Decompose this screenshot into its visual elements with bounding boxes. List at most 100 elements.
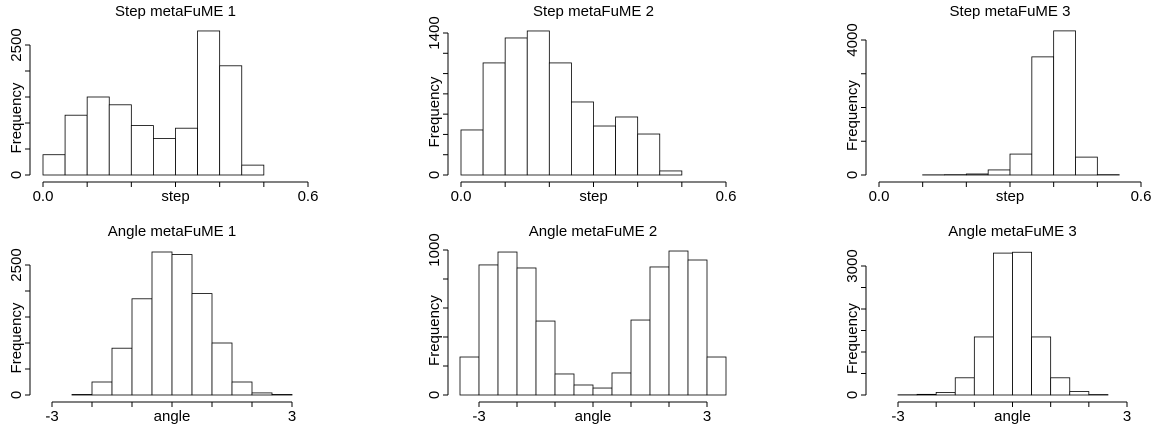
- histogram-bar: [973, 336, 994, 396]
- chart-title: Step metaFuME 3: [950, 3, 1071, 20]
- x-tick-label: 3: [288, 408, 296, 425]
- histogram-bar: [1009, 153, 1033, 176]
- histogram-bar: [548, 62, 572, 176]
- histogram-bar: [460, 129, 484, 176]
- y-axis-label: Frequency: [426, 76, 443, 147]
- histogram-bar: [271, 394, 293, 396]
- histogram-bar: [151, 251, 173, 396]
- x-axis-label: angle: [994, 408, 1031, 425]
- x-tick-label: -3: [45, 408, 58, 425]
- x-tick-label: 0.6: [1131, 188, 1152, 205]
- histogram-bar: [987, 169, 1011, 176]
- histogram-bar: [497, 251, 518, 396]
- histogram-bar: [64, 114, 88, 176]
- histogram-bar: [1069, 391, 1090, 396]
- x-axis-label: step: [579, 188, 607, 205]
- histogram-bar: [516, 267, 537, 396]
- y-tick-label: 3000: [844, 249, 861, 282]
- histogram-bar: [1031, 336, 1052, 396]
- histogram-bar: [504, 37, 528, 176]
- histogram-bar: [482, 62, 506, 176]
- x-axis-label: step: [996, 188, 1024, 205]
- chart-title: Step metaFuME 2: [533, 3, 654, 20]
- histogram-bar: [219, 65, 243, 176]
- histogram-bar: [459, 356, 480, 396]
- histogram-bar: [71, 394, 93, 396]
- y-axis-label: Frequency: [844, 80, 861, 151]
- histogram-bar: [954, 377, 975, 396]
- histogram-bar: [687, 259, 708, 396]
- y-axis-label: Frequency: [844, 303, 861, 374]
- y-tick-label: 0: [844, 391, 861, 399]
- histogram-bar: [1075, 156, 1098, 176]
- histogram-bar: [478, 264, 499, 396]
- histogram-bar: [231, 381, 253, 396]
- histogram-bar: [993, 252, 1013, 396]
- histogram-bar: [130, 125, 154, 176]
- histogram-bar: [211, 342, 233, 396]
- histogram-bar: [175, 127, 198, 176]
- y-tick-label: 4000: [844, 23, 861, 56]
- x-tick-label: 0.6: [716, 188, 737, 205]
- chart-title: Angle metaFuME 2: [529, 223, 657, 240]
- histogram-bar: [706, 356, 727, 396]
- histogram-bar: [668, 250, 689, 396]
- histogram-bar: [611, 372, 632, 396]
- histogram-bar: [86, 96, 110, 176]
- x-axis-label: angle: [575, 408, 612, 425]
- y-tick-label: 0: [426, 171, 443, 179]
- y-axis-label: Frequency: [8, 82, 25, 153]
- chart-title: Angle metaFuME 3: [948, 223, 1076, 240]
- y-axis-label: Frequency: [426, 295, 443, 366]
- histogram-bar: [615, 116, 639, 176]
- x-tick-label: 0.0: [869, 188, 890, 205]
- histogram-bar: [91, 381, 113, 396]
- y-tick-label: 0: [8, 171, 25, 179]
- histogram-bar: [111, 347, 133, 396]
- histogram-bar: [649, 266, 670, 396]
- histogram-bar: [916, 393, 937, 396]
- histogram-bar: [131, 298, 153, 396]
- histogram-bar: [197, 30, 221, 176]
- x-tick-label: 3: [1123, 408, 1131, 425]
- y-tick-label: 0: [844, 171, 861, 179]
- y-tick-label: 0: [426, 391, 443, 399]
- y-axis-label: Frequency: [8, 302, 25, 373]
- histogram-bar: [251, 392, 273, 396]
- histogram-bar: [1012, 251, 1032, 396]
- histogram-bar: [592, 387, 613, 396]
- histogram-bar: [153, 138, 176, 176]
- x-tick-label: 0.6: [298, 188, 319, 205]
- x-tick-label: 0.0: [451, 188, 472, 205]
- y-tick-label: 0: [8, 391, 25, 399]
- histogram-bar: [1050, 377, 1071, 396]
- histogram-bar: [573, 384, 594, 396]
- histogram-bar: [526, 30, 550, 176]
- histogram-bar: [593, 125, 616, 176]
- histogram-bar: [1031, 56, 1055, 176]
- y-tick-label: 1400: [426, 16, 443, 49]
- histogram-bar: [191, 293, 213, 396]
- chart-title: Angle metaFuME 1: [108, 223, 236, 240]
- histogram-bar: [571, 101, 594, 176]
- x-axis-label: step: [161, 188, 189, 205]
- histogram-bar: [1053, 30, 1076, 176]
- histogram-bar: [659, 170, 683, 176]
- histogram-bar: [630, 319, 651, 396]
- x-tick-label: -3: [472, 408, 485, 425]
- histogram-bar: [535, 320, 556, 396]
- histogram-bar: [935, 392, 956, 396]
- x-tick-label: 0.0: [33, 188, 54, 205]
- histogram-bar: [637, 133, 661, 176]
- y-tick-label: 2500: [8, 248, 25, 281]
- y-tick-label: 2500: [8, 28, 25, 61]
- x-axis-label: angle: [154, 408, 191, 425]
- x-tick-label: 3: [703, 408, 711, 425]
- histogram-bar: [171, 254, 193, 396]
- chart-title: Step metaFuME 1: [115, 3, 236, 20]
- histogram-bar: [241, 164, 265, 176]
- x-tick-label: -3: [891, 408, 904, 425]
- histogram-bar: [108, 104, 132, 176]
- histogram-bar: [965, 173, 989, 176]
